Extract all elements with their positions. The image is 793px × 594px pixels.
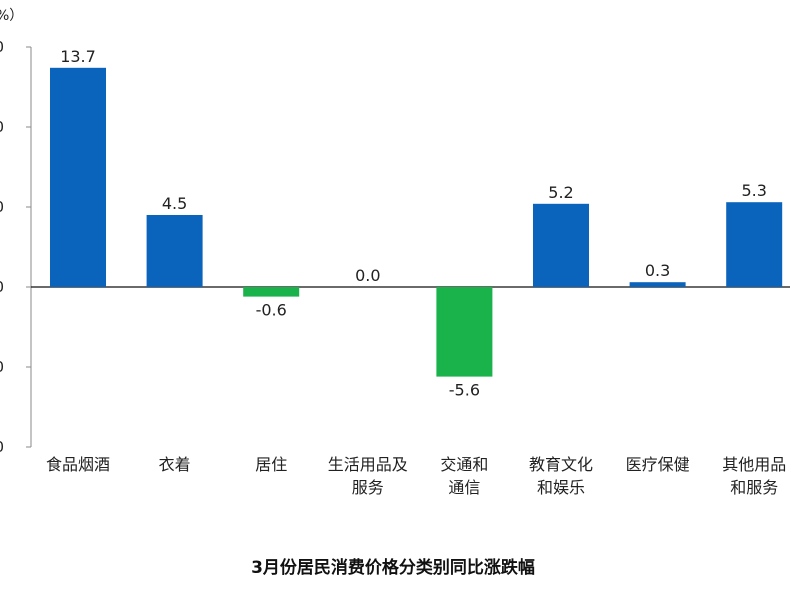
x-category-label: 通信 xyxy=(448,478,480,497)
x-category-label: 和娱乐 xyxy=(537,478,585,497)
bar-2 xyxy=(146,215,203,287)
x-category-label: 服务 xyxy=(352,478,384,497)
x-category-label: 其他用品 xyxy=(722,455,786,474)
x-category-label: 生活用品及 xyxy=(328,455,408,474)
y-tick-label: 0 xyxy=(0,358,4,376)
bar-3 xyxy=(243,287,300,297)
y-tick-label: 0 xyxy=(0,278,4,296)
y-tick-label: 0 xyxy=(0,118,4,136)
x-category-label: 衣着 xyxy=(159,455,191,474)
bar-7 xyxy=(629,282,686,287)
y-axis-unit: %） xyxy=(0,8,23,24)
x-category-label: 交通和 xyxy=(440,455,488,474)
data-label-3: -0.6 xyxy=(256,301,287,320)
data-label-7: 0.3 xyxy=(645,261,670,280)
x-category-label: 食品烟酒 xyxy=(46,455,110,474)
data-label-5: -5.6 xyxy=(449,381,480,400)
bar-5 xyxy=(436,287,493,377)
bar-6 xyxy=(533,203,589,287)
x-category-label: 教育文化 xyxy=(529,455,593,474)
y-tick-label: 0 xyxy=(0,438,4,456)
x-category-label: 居住 xyxy=(255,455,287,474)
chart-title: 3月份居民消费价格分类别同比涨跌幅 xyxy=(251,557,535,578)
bar-1 xyxy=(50,67,106,287)
data-label-1: 13.7 xyxy=(60,47,96,66)
x-category-label: 医疗保健 xyxy=(626,455,690,474)
y-tick-label: 0 xyxy=(0,38,4,56)
data-label-2: 4.5 xyxy=(162,194,187,213)
data-label-8: 5.3 xyxy=(741,181,766,200)
x-category-label: 和服务 xyxy=(730,478,778,497)
data-label-4: 0.0 xyxy=(355,266,380,285)
y-tick-label: 0 xyxy=(0,198,4,216)
data-label-6: 5.2 xyxy=(548,183,573,202)
bar-8 xyxy=(726,202,783,287)
